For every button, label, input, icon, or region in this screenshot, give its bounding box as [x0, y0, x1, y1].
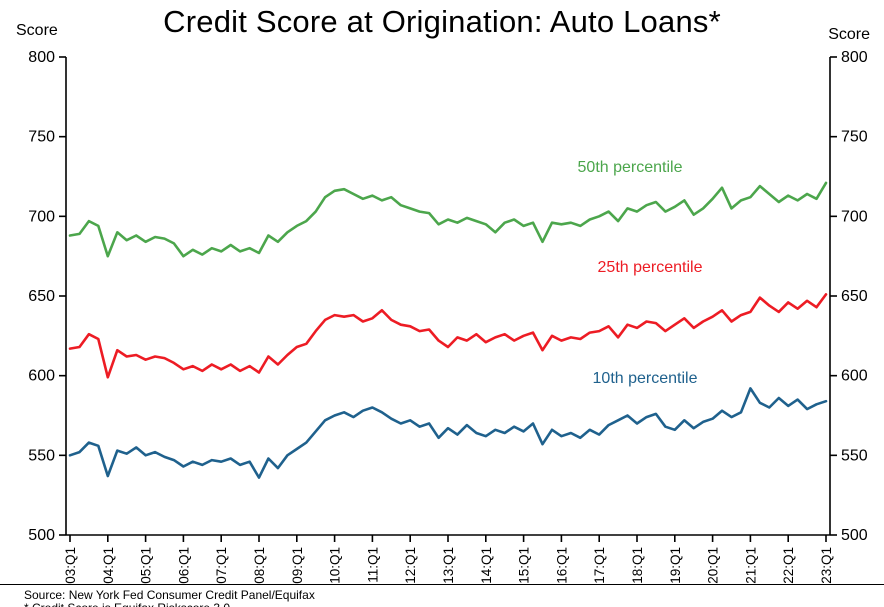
x-tick-label: 09:Q1 — [290, 547, 305, 584]
y-tick-label-right: 700 — [841, 208, 868, 225]
y-tick-label-right: 650 — [841, 288, 868, 305]
line-chart: 500 500 550 550 600 600 650 650 700 700 750 750 800 8… — [28, 49, 868, 584]
x-tick-label: 11:Q1 — [365, 547, 380, 583]
y-tick-label-right: 550 — [841, 447, 868, 464]
series-line-25th-percentile — [68, 293, 828, 379]
y-tick-label-left: 800 — [28, 49, 55, 66]
series-line-10th-percentile — [68, 387, 828, 479]
y-axis-unit-left: Score — [16, 22, 58, 39]
x-tick-label: 04:Q1 — [101, 547, 116, 584]
series-label-25th-percentile: 25th percentile — [598, 259, 703, 276]
chart-title: Credit Score at Origination: Auto Loans* — [163, 4, 721, 39]
y-tick-label-right: 500 — [841, 527, 868, 544]
y-tick-label-left: 700 — [28, 208, 55, 225]
x-tick-label: 22:Q1 — [781, 547, 796, 584]
y-tick-label-left: 600 — [28, 368, 55, 385]
x-tick-label: 17:Q1 — [592, 547, 607, 584]
x-tick-label: 15:Q1 — [517, 547, 532, 584]
x-tick-label: 23:Q1 — [819, 547, 834, 584]
x-tick-label: 08:Q1 — [252, 547, 267, 584]
x-tick-label: 19:Q1 — [668, 547, 683, 584]
x-tick-label: 18:Q1 — [630, 547, 645, 584]
x-tick-label: 14:Q1 — [479, 547, 494, 584]
x-tick-label: 21:Q1 — [743, 547, 758, 584]
y-tick-label-right: 750 — [841, 129, 868, 146]
x-tick-label: 07:Q1 — [214, 547, 229, 584]
series-label-50th-percentile: 50th percentile — [578, 159, 683, 176]
series-line-50th-percentile — [68, 181, 828, 258]
x-tick-label: 06:Q1 — [176, 547, 191, 584]
y-tick-label-left: 750 — [28, 129, 55, 146]
x-tick-label: 03:Q1 — [63, 547, 78, 584]
footnote-divider — [0, 584, 884, 585]
x-tick-label: 10:Q1 — [328, 547, 343, 584]
y-tick-label-right: 800 — [841, 49, 868, 66]
x-tick-label: 12:Q1 — [403, 547, 418, 584]
y-tick-label-left: 550 — [28, 447, 55, 464]
x-tick-label: 13:Q1 — [441, 547, 456, 584]
x-tick-label: 05:Q1 — [139, 547, 154, 584]
series-label-10th-percentile: 10th percentile — [593, 370, 698, 387]
x-tick-label: 16:Q1 — [554, 547, 569, 584]
x-tick-label: 20:Q1 — [706, 547, 721, 584]
source-note: Source: New York Fed Consumer Credit Pan… — [24, 588, 315, 602]
y-tick-label-left: 650 — [28, 288, 55, 305]
y-tick-label-right: 600 — [841, 368, 868, 385]
definition-note: * Credit Score is Equifax Riskscore 3.0 — [24, 602, 230, 607]
y-tick-label-left: 500 — [28, 527, 55, 544]
y-axis-unit-right: Score — [828, 26, 870, 43]
